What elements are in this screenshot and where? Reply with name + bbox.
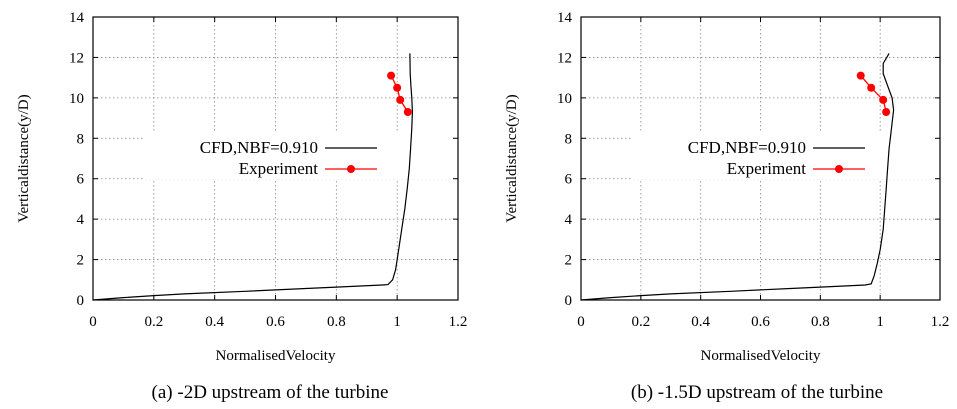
y-tick-label: 12 <box>557 50 572 66</box>
y-tick-label: 6 <box>565 172 573 188</box>
y-tick-label: 8 <box>77 131 85 147</box>
y-tick-label: 14 <box>557 10 573 26</box>
x-tick-label: 1 <box>876 314 884 330</box>
data-point-experiment <box>393 83 402 92</box>
data-point-experiment <box>879 95 888 104</box>
data-point-experiment <box>396 95 405 104</box>
series-line-cfd <box>92 53 414 301</box>
x-tick-label: 1.2 <box>449 314 468 330</box>
legend-label: Experiment <box>239 159 319 178</box>
y-tick-label: 12 <box>69 50 84 66</box>
chart-panel-b: 0 0.2 0.4 0.6 0.8 1 1.2 0 2 4 6 8 10 12 14 NormalisedVe… <box>504 10 949 403</box>
data-point-experiment <box>856 71 865 80</box>
x-tick-label: 0.2 <box>631 314 650 330</box>
x-tick-label: 1.2 <box>931 314 950 330</box>
x-tick-label: 0.6 <box>751 314 770 330</box>
y-tick-label: 8 <box>565 131 573 147</box>
y-axis-label: Verticaldistance(y/D) <box>16 94 32 222</box>
y-tick-label: 2 <box>77 253 85 269</box>
series-line-experiment <box>390 75 409 113</box>
y-tick-label: 10 <box>557 91 572 107</box>
figure-caption: (a) -2D upstream of the turbine <box>152 382 389 403</box>
y-tick-label: 6 <box>77 172 85 188</box>
y-tick-label: 0 <box>565 293 573 309</box>
series-line-experiment <box>860 75 887 113</box>
x-tick-label: 0.8 <box>327 314 346 330</box>
data-point-experiment <box>403 108 412 117</box>
x-tick-label: 0.4 <box>205 314 224 330</box>
y-tick-label: 4 <box>565 212 573 228</box>
y-tick-label: 0 <box>77 293 85 309</box>
x-axis-label: NormalisedVelocity <box>216 348 336 364</box>
x-tick-label: 0.6 <box>266 314 285 330</box>
series-line-cfd <box>580 53 895 301</box>
figure-caption: (b) -1.5D upstream of the turbine <box>631 382 883 403</box>
legend-label: CFD,NBF=0.910 <box>688 138 806 157</box>
x-tick-label: 0 <box>577 314 585 330</box>
x-tick-label: 0.4 <box>691 314 710 330</box>
x-tick-label: 0.8 <box>811 314 830 330</box>
legend-background <box>143 133 453 179</box>
legend-label: Experiment <box>727 159 807 178</box>
chart-panel-a: 0 0.2 0.4 0.6 0.8 1 1.2 0 2 4 6 8 10 12 14 NormalisedVe… <box>16 10 467 403</box>
legend-label: CFD,NBF=0.910 <box>200 138 318 157</box>
legend-background <box>631 133 935 179</box>
data-point-experiment <box>867 83 876 92</box>
x-tick-label: 1 <box>393 314 401 330</box>
legend-swatch-marker <box>347 165 355 173</box>
y-tick-label: 10 <box>69 91 84 107</box>
data-point-experiment <box>387 71 396 80</box>
x-tick-label: 0 <box>89 314 97 330</box>
y-tick-label: 4 <box>77 212 85 228</box>
x-tick-label: 0.2 <box>144 314 163 330</box>
y-tick-label: 14 <box>69 10 85 26</box>
x-axis-label: NormalisedVelocity <box>701 348 821 364</box>
data-point-experiment <box>882 108 891 117</box>
legend-swatch-marker <box>835 165 843 173</box>
y-tick-label: 2 <box>565 253 573 269</box>
y-axis-label: Verticaldistance(y/D) <box>504 94 520 222</box>
